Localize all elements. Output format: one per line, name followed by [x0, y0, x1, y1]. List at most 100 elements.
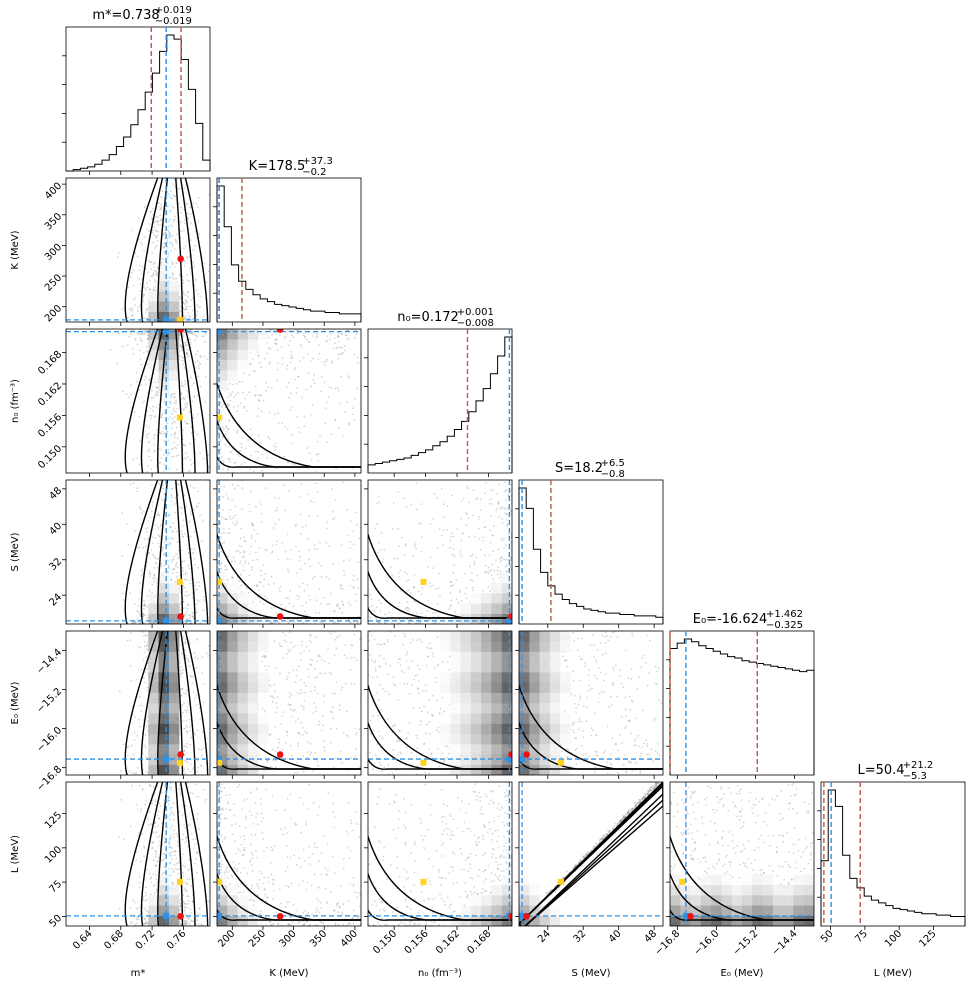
sample-point: [433, 622, 436, 624]
contour-line: [140, 329, 196, 473]
yellow-marker: [217, 578, 223, 585]
sample-point: [348, 423, 351, 426]
density-cell: [491, 582, 502, 594]
sample-point: [286, 461, 289, 463]
sample-point: [332, 347, 335, 350]
sample-point: [144, 671, 147, 674]
sample-point: [172, 218, 175, 221]
sample-point: [242, 555, 245, 558]
sample-point: [300, 346, 303, 348]
sample-point: [256, 585, 258, 587]
sample-point: [136, 618, 139, 621]
sample-point: [287, 597, 289, 599]
sample-point: [176, 407, 179, 410]
sample-point: [238, 580, 241, 583]
sample-point: [169, 236, 171, 239]
sample-point: [146, 643, 149, 646]
sample-point: [142, 613, 145, 616]
sample-point: [224, 568, 227, 571]
sample-point: [432, 567, 435, 570]
sample-point: [229, 460, 231, 463]
sample-point: [162, 233, 165, 236]
sample-point: [156, 234, 158, 237]
sample-point: [229, 392, 232, 395]
sample-point: [144, 614, 147, 617]
sample-point: [136, 610, 138, 613]
sample-point: [348, 422, 351, 425]
sample-point: [257, 354, 260, 357]
sample-point: [145, 756, 147, 759]
sample-point: [220, 532, 223, 535]
sample-point: [299, 343, 302, 346]
sample-point: [175, 262, 178, 264]
sample-point: [499, 570, 502, 573]
title-lower-error: −0.2: [302, 167, 326, 178]
sample-point: [289, 392, 292, 395]
sample-point: [316, 440, 319, 443]
sample-point: [195, 314, 198, 317]
sample-point: [257, 434, 260, 437]
sample-point: [325, 527, 328, 530]
sample-point: [197, 206, 200, 209]
sample-point: [182, 519, 185, 522]
sample-point: [419, 621, 422, 624]
sample-point: [156, 391, 159, 394]
sample-point: [171, 447, 173, 450]
sample-point: [196, 657, 199, 660]
sample-point: [161, 499, 164, 502]
sample-point: [393, 557, 396, 560]
sample-point: [156, 513, 159, 516]
sample-point: [167, 537, 170, 540]
sample-point: [231, 484, 234, 486]
sample-point: [226, 403, 229, 405]
sample-point: [171, 225, 174, 228]
sample-point: [179, 344, 182, 347]
sample-point: [269, 361, 271, 364]
sample-point: [242, 405, 245, 408]
sample-point: [183, 318, 186, 321]
sample-point: [195, 581, 198, 584]
sample-point: [189, 206, 192, 209]
sample-point: [166, 554, 169, 557]
sample-point: [250, 522, 253, 525]
sample-point: [151, 229, 154, 232]
diag-panel-S: S=18.2+6.5−0.8: [515, 458, 664, 625]
sample-point: [158, 431, 161, 434]
sample-point: [301, 582, 304, 585]
sample-point: [269, 620, 272, 622]
sample-point: [162, 548, 165, 550]
sample-point: [451, 553, 454, 556]
sample-point: [236, 431, 238, 434]
sample-point: [260, 469, 263, 472]
sample-point: [260, 394, 263, 397]
sample-point: [153, 433, 156, 436]
sample-point: [121, 555, 123, 557]
sample-point: [310, 459, 313, 462]
sample-point: [167, 541, 169, 544]
sample-point: [248, 503, 251, 506]
sample-point: [168, 254, 170, 256]
sample-point: [432, 584, 435, 587]
sample-point: [166, 570, 169, 573]
sample-point: [299, 513, 302, 516]
sample-point: [190, 675, 193, 678]
sample-point: [397, 490, 400, 493]
sample-point: [277, 362, 279, 365]
sample-point: [453, 564, 455, 567]
sample-point: [145, 645, 148, 647]
sample-point: [163, 250, 166, 253]
sample-point: [202, 683, 205, 686]
sample-point: [168, 406, 171, 409]
sample-point: [153, 566, 155, 569]
sample-point: [451, 494, 453, 497]
sample-point: [503, 547, 505, 549]
sample-point: [337, 341, 340, 343]
sample-point: [151, 505, 154, 507]
sample-point: [185, 401, 188, 404]
sample-point: [191, 318, 194, 320]
sample-point: [498, 576, 501, 579]
sample-point: [308, 452, 311, 455]
sample-point: [170, 500, 173, 503]
sample-point: [189, 513, 192, 516]
sample-point: [248, 510, 251, 513]
